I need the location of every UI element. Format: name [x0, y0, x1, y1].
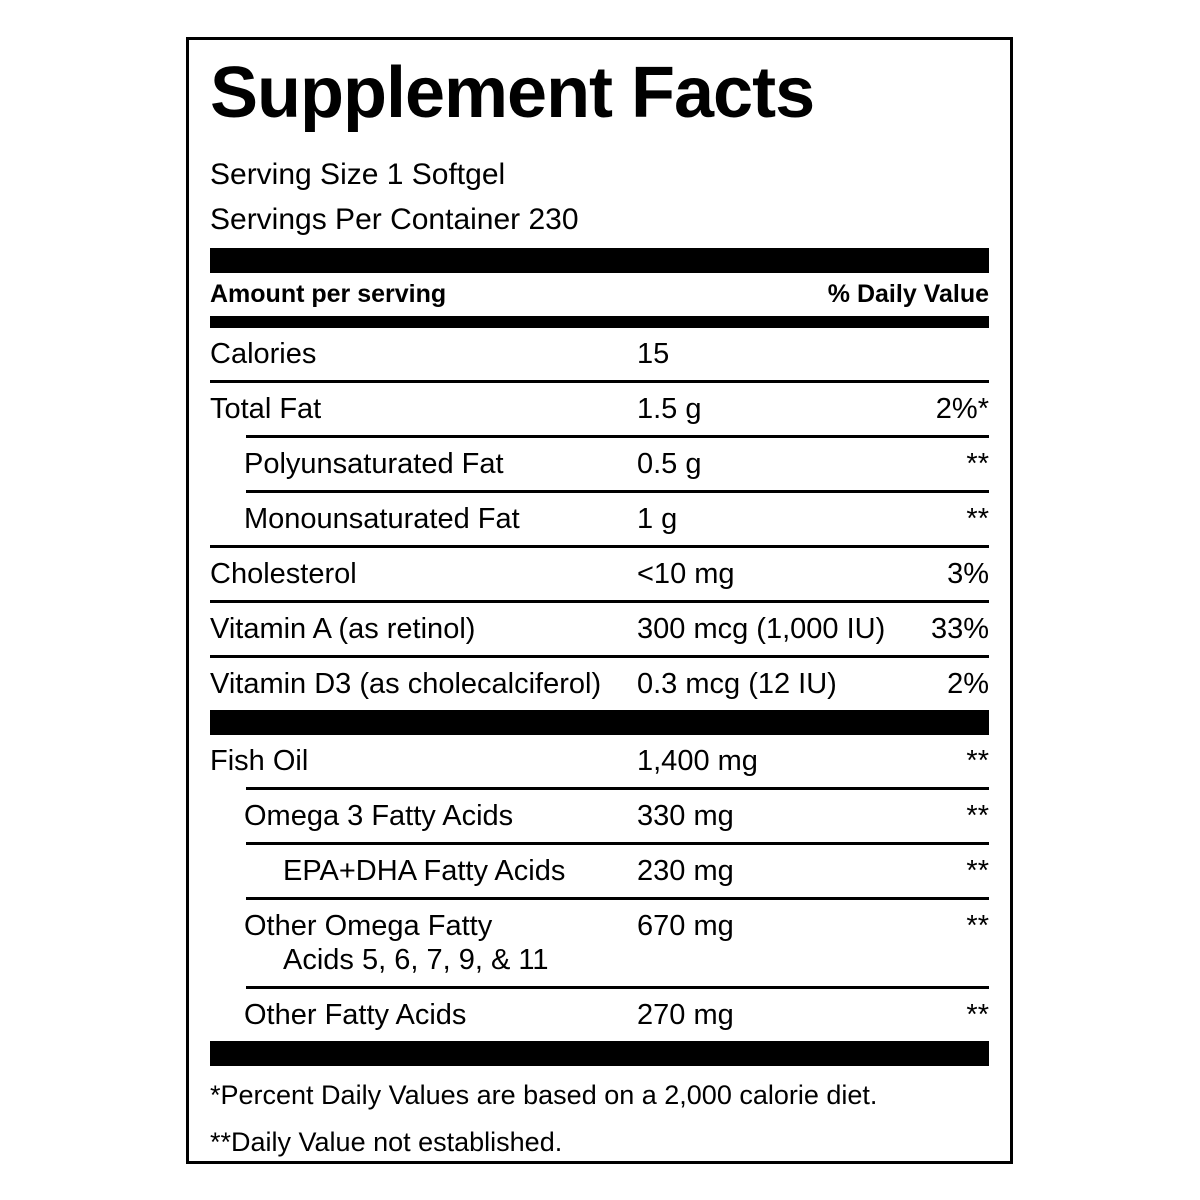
- nutrient-name-block: Calories: [210, 337, 989, 371]
- footnote-daily-value-not-established: **Daily Value not established.: [210, 1127, 563, 1157]
- nutrient-name-block: Vitamin D3 (as cholecalciferol): [210, 667, 989, 701]
- nutrient-row: Monounsaturated Fat 1 g **: [210, 493, 989, 545]
- nutrient-daily-value: **: [966, 745, 989, 777]
- nutrient-daily-value: **: [966, 503, 989, 535]
- nutrient-amount: 270 mg: [637, 999, 734, 1031]
- daily-value-header: % Daily Value: [827, 280, 989, 308]
- nutrient-amount: 330 mg: [637, 800, 734, 832]
- row-divider: [210, 600, 989, 603]
- nutrient-amount: <10 mg: [637, 558, 735, 590]
- supplement-facts-panel: Supplement Facts Serving Size 1 Softgel …: [186, 37, 1013, 1164]
- row-divider: [246, 986, 989, 989]
- nutrient-name: EPA+DHA Fatty Acids: [283, 855, 566, 887]
- column-header-row: Amount per serving % Daily Value: [210, 273, 989, 316]
- nutrient-name: Calories: [210, 338, 317, 370]
- nutrient-row: Other Omega Fatty Acids 5, 6, 7, 9, & 11 6…: [210, 900, 989, 986]
- nutrient-name-block: EPA+DHA Fatty Acids: [210, 854, 989, 888]
- nutrient-name-block: Fish Oil: [210, 744, 989, 778]
- nutrient-name-block: Monounsaturated Fat: [210, 502, 989, 536]
- nutrient-amount: 1,400 mg: [637, 745, 758, 777]
- nutrient-name: Fish Oil: [210, 745, 309, 777]
- nutrient-row: EPA+DHA Fatty Acids 230 mg **: [210, 845, 989, 897]
- nutrients-section: Calories 15 Total Fat 1.5 g 2%* Polyunsaturat…: [210, 328, 989, 710]
- nutrient-name-block: Cholesterol: [210, 557, 989, 591]
- nutrient-row: Fish Oil 1,400 mg **: [210, 735, 989, 787]
- nutrient-name: Monounsaturated Fat: [244, 503, 520, 535]
- section-bar-bottom: [210, 1041, 989, 1066]
- nutrient-amount: 0.5 g: [637, 448, 702, 480]
- servings-per-container-line: Servings Per Container 230: [210, 203, 579, 236]
- nutrient-daily-value: **: [966, 800, 989, 832]
- nutrient-amount: 300 mcg (1,000 IU): [637, 613, 886, 645]
- row-divider: [246, 842, 989, 845]
- nutrient-name-block: Total Fat: [210, 392, 989, 426]
- nutrient-row: Cholesterol <10 mg 3%: [210, 548, 989, 600]
- nutrient-name-block: Other Omega Fatty Acids 5, 6, 7, 9, & 11: [210, 909, 989, 977]
- nutrient-name: Other Omega Fatty: [244, 910, 493, 942]
- nutrient-name: Polyunsaturated Fat: [244, 448, 504, 480]
- nutrient-name-line2: Acids 5, 6, 7, 9, & 11: [283, 944, 549, 976]
- nutrient-amount: 0.3 mcg (12 IU): [637, 668, 837, 700]
- row-divider: [246, 490, 989, 493]
- nutrient-daily-value: 3%: [947, 558, 989, 590]
- nutrient-name: Cholesterol: [210, 558, 357, 590]
- nutrient-row: Other Fatty Acids 270 mg **: [210, 989, 989, 1041]
- amount-per-serving-header: Amount per serving: [210, 280, 447, 308]
- nutrient-amount: 15: [637, 338, 670, 370]
- nutrient-daily-value: 2%: [947, 668, 989, 700]
- nutrient-name-block: Omega 3 Fatty Acids: [210, 799, 989, 833]
- section-bar-top: [210, 248, 989, 273]
- row-divider: [246, 435, 989, 438]
- nutrient-amount: 670 mg: [637, 910, 734, 942]
- nutrient-row: Vitamin D3 (as cholecalciferol) 0.3 mcg (…: [210, 658, 989, 710]
- nutrient-row: Calories 15: [210, 328, 989, 380]
- nutrient-name-block: Vitamin A (as retinol): [210, 612, 989, 646]
- nutrient-daily-value: **: [966, 448, 989, 480]
- nutrient-name-block: Other Fatty Acids: [210, 998, 989, 1032]
- nutrient-name-block: Polyunsaturated Fat: [210, 447, 989, 481]
- nutrient-daily-value: **: [966, 999, 989, 1031]
- row-divider: [246, 897, 989, 900]
- nutrient-amount: 230 mg: [637, 855, 734, 887]
- nutrient-row: Polyunsaturated Fat 0.5 g **: [210, 438, 989, 490]
- footnotes-block: *Percent Daily Values are based on a 2,0…: [210, 1066, 989, 1159]
- nutrient-row: Vitamin A (as retinol) 300 mcg (1,000 IU)…: [210, 603, 989, 655]
- nutrient-name: Vitamin D3 (as cholecalciferol): [210, 668, 602, 700]
- nutrient-daily-value: 33%: [930, 613, 989, 645]
- nutrient-name: Total Fat: [210, 393, 322, 425]
- nutrient-row: Total Fat 1.5 g 2%*: [210, 383, 989, 435]
- nutrient-name: Other Fatty Acids: [244, 999, 467, 1031]
- header-underline-bar: [210, 316, 989, 328]
- nutrient-amount: 1.5 g: [637, 393, 702, 425]
- panel-title: Supplement Facts: [210, 53, 815, 133]
- section-bar-middle: [210, 710, 989, 735]
- nutrient-name: Omega 3 Fatty Acids: [244, 800, 514, 832]
- fish-oil-section: Fish Oil 1,400 mg ** Omega 3 Fatty Acids 330…: [210, 735, 989, 1041]
- nutrient-daily-value: **: [966, 910, 989, 942]
- nutrient-name: Vitamin A (as retinol): [210, 613, 476, 645]
- row-divider: [210, 655, 989, 658]
- footnote-percent-daily-values: *Percent Daily Values are based on a 2,0…: [210, 1080, 878, 1110]
- nutrient-amount: 1 g: [637, 503, 678, 535]
- serving-size-line: Serving Size 1 Softgel: [210, 158, 506, 191]
- row-divider: [246, 787, 989, 790]
- nutrient-row: Omega 3 Fatty Acids 330 mg **: [210, 790, 989, 842]
- row-divider: [210, 545, 989, 548]
- row-divider: [210, 380, 989, 383]
- nutrient-daily-value: 2%*: [935, 393, 989, 425]
- nutrient-daily-value: **: [966, 855, 989, 887]
